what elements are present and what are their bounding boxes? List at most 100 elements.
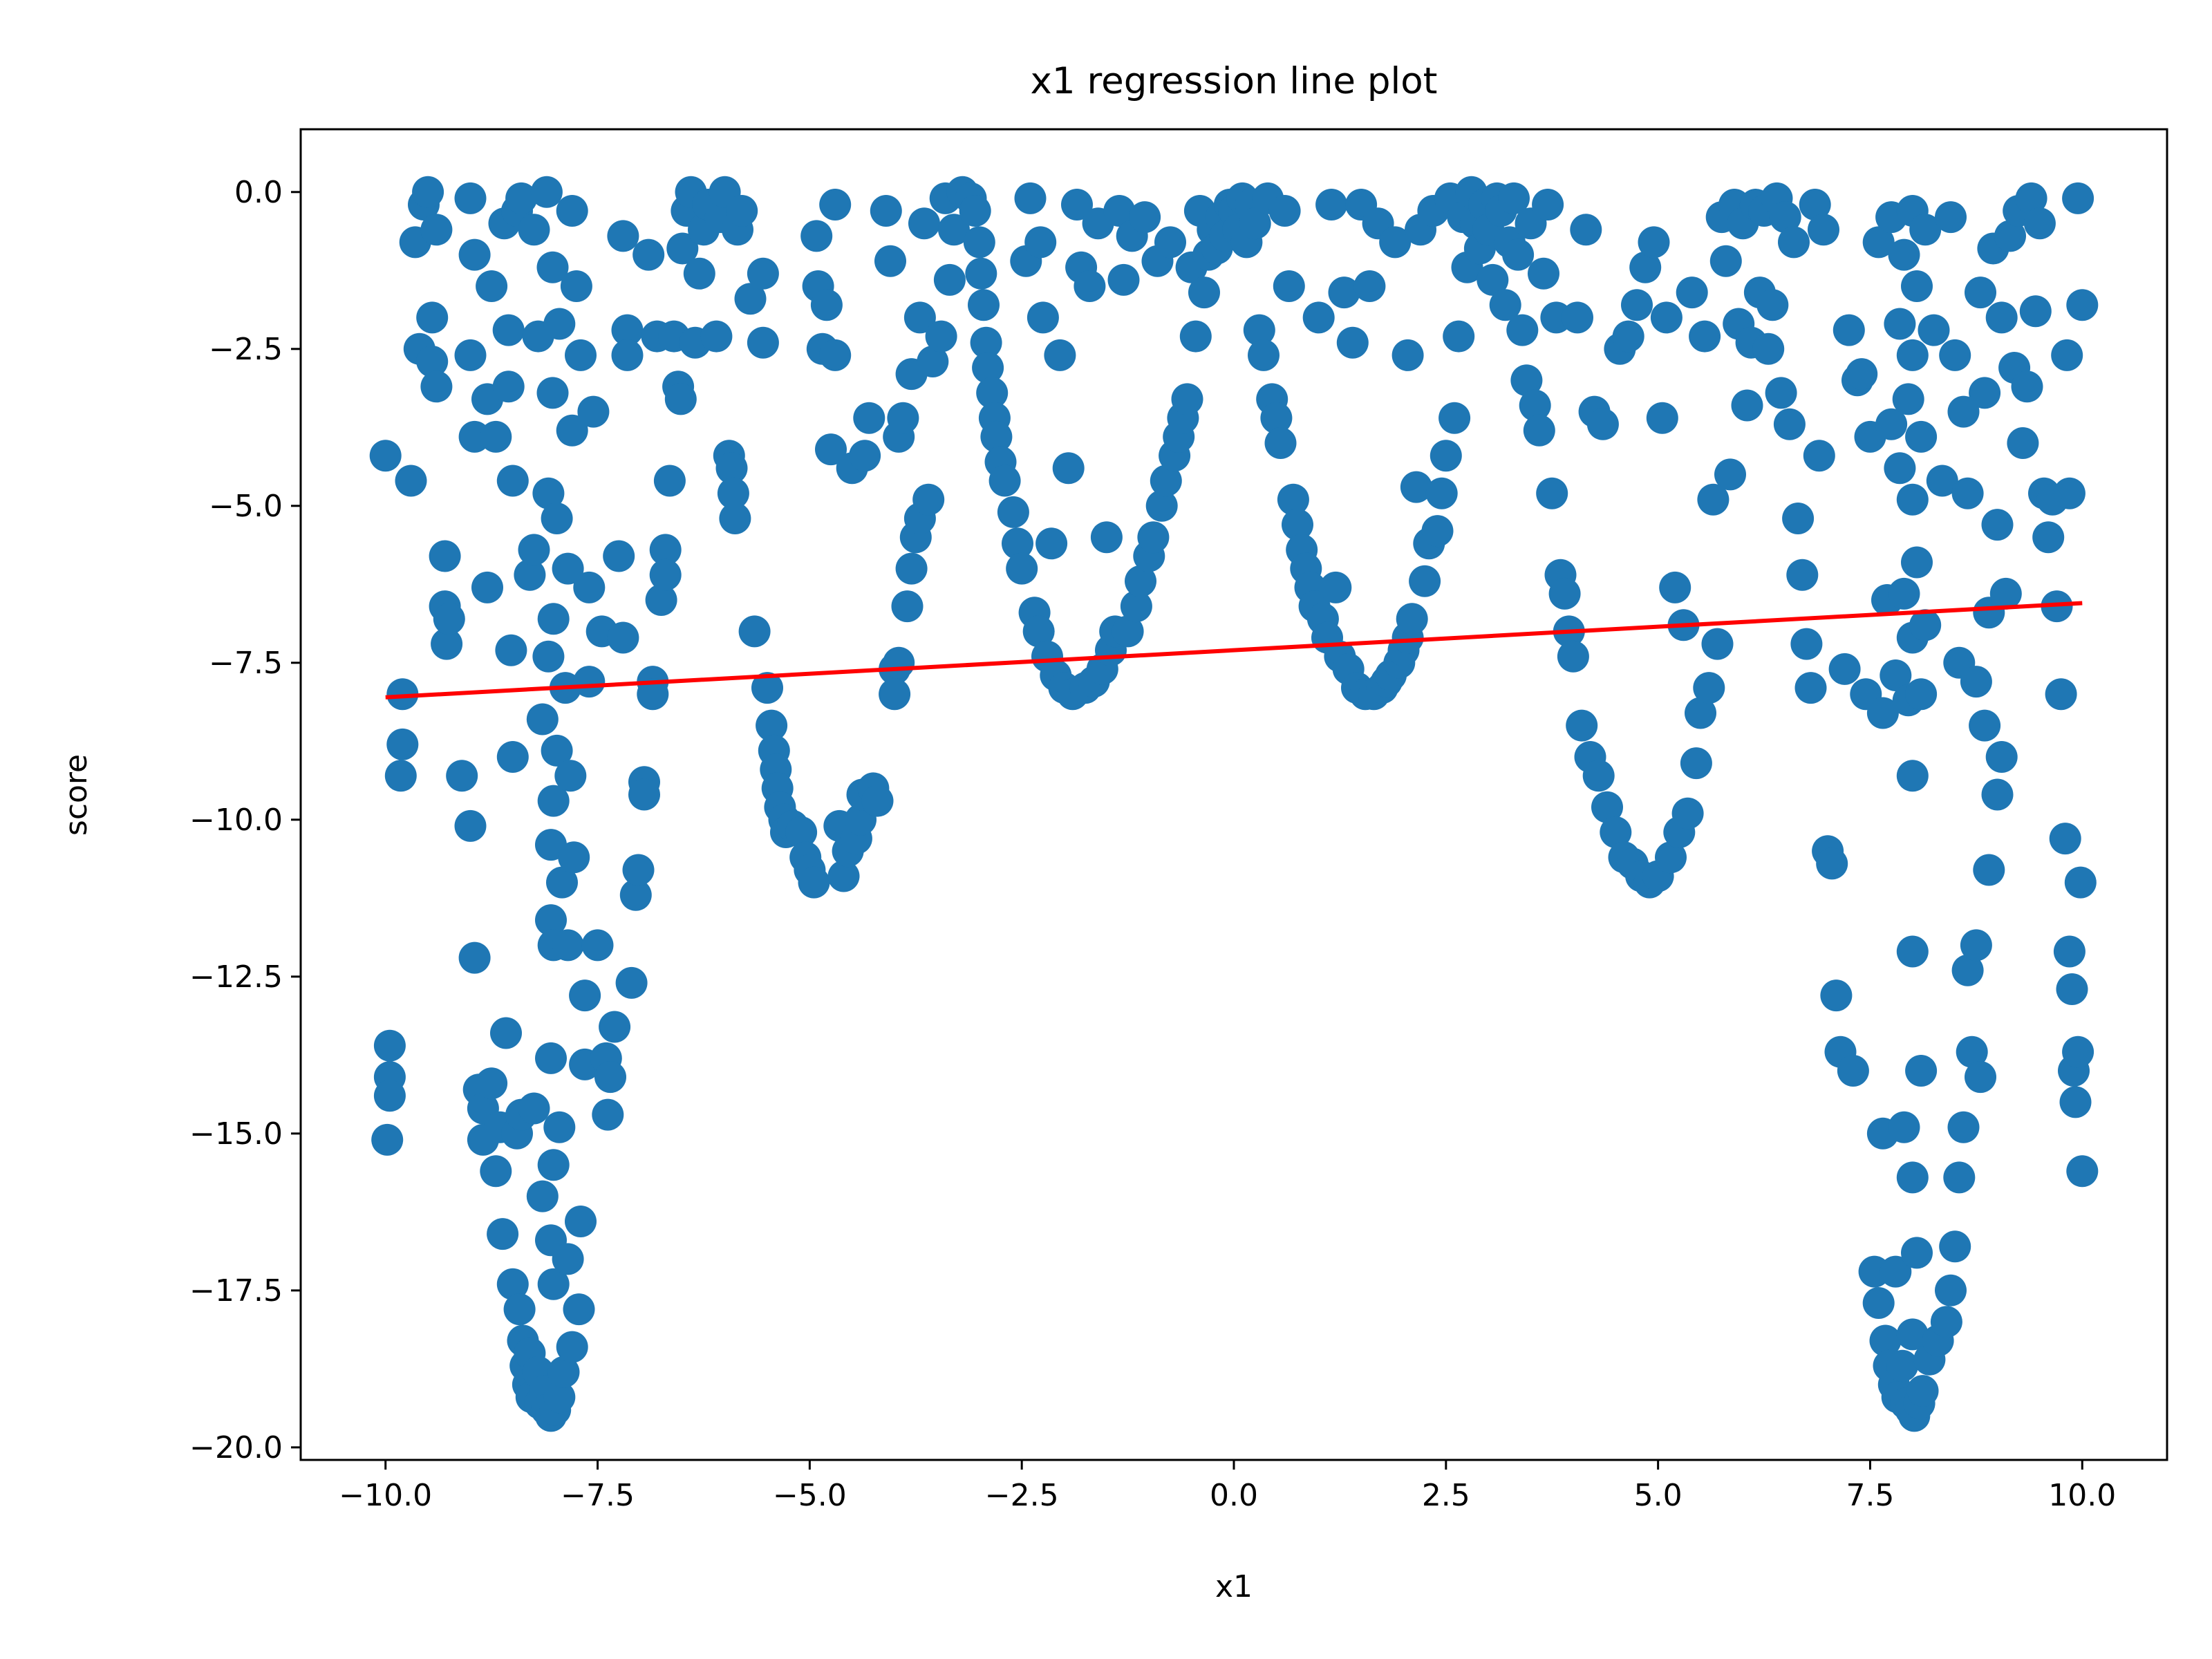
scatter-point [1248,339,1280,371]
scatter-point [577,395,610,428]
scatter-point [2051,339,2083,371]
scatter-point [558,841,590,874]
scatter-point [1557,640,1589,673]
scatter-point [1548,577,1581,610]
scatter-point [560,270,592,302]
scatter-point [565,1206,597,1237]
scatter-point [433,603,465,635]
scatter-point [1951,954,1984,986]
scatter-point [458,941,491,974]
scatter-point [719,503,751,534]
scatter-point [980,420,1013,453]
scatter-point [369,440,402,472]
scatter-point [632,238,665,271]
scatter-point [628,778,660,811]
scatter-point [1689,320,1721,353]
scatter-point [573,571,606,603]
scatter-point [1973,854,2005,886]
scatter-point [1778,226,1810,259]
scatter-point [1896,339,1929,371]
scatter-point [1035,527,1068,560]
x-tick-label: −2.5 [985,1478,1059,1513]
scatter-point [1939,1230,1971,1263]
scatter-point [1837,1055,1869,1087]
scatter-point [908,207,940,240]
scatter-point [599,1011,631,1043]
scatter-point [649,534,682,566]
scatter-point [1137,521,1170,554]
scatter-point [1400,471,1432,503]
scatter-point [1502,238,1535,271]
y-tick-label: −15.0 [189,1116,283,1152]
scatter-point [965,257,997,290]
scatter-point [1943,1161,1976,1194]
scatter-point [1866,697,1899,729]
x-tick-label: 7.5 [1846,1478,1894,1513]
scatter-point [1935,201,1967,234]
scatter-point [1646,402,1678,434]
scatter-point [384,760,417,792]
scatter-point [1188,276,1220,309]
scatter-point [1989,577,2022,610]
scatter-point [505,182,538,214]
scatter-point [1396,603,1428,635]
scatter-point [1409,565,1441,597]
scatter-point [552,1243,584,1275]
scatter-point [1880,659,1912,691]
scatter-point [1981,509,2014,541]
scatter-point [883,646,915,679]
scatter-point [1680,747,1712,780]
scatter-point [1803,440,1835,472]
scatter-point [1510,364,1543,397]
scatter-point [1477,263,1509,296]
scatter-point [412,176,444,208]
scatter-point [514,559,546,591]
scatter-point [1969,377,2001,409]
scatter-point [1591,791,1623,823]
scatter-point [1896,760,1929,792]
scatter-point [1638,226,1670,259]
scatter-point [1765,377,1797,409]
scatter-point [1328,276,1360,309]
scatter-point [569,980,601,1012]
scatter-point [535,1042,567,1074]
scatter-point [1828,653,1861,685]
scatter-point [645,584,677,616]
scatter-point [1896,1161,1929,1194]
scatter-point [874,245,906,277]
x-axis-label: x1 [1215,1569,1253,1604]
scatter-point [988,465,1021,497]
scatter-point [1981,778,2014,811]
scatter-point [603,540,635,572]
scatter-point [1869,1324,1902,1357]
scatter-point [1671,797,1704,830]
scatter-point [535,904,567,937]
y-tick-label: 0.0 [234,175,283,210]
regression-line-group [385,601,2083,700]
scatter-point [492,371,525,403]
scatter-point [556,195,588,227]
scatter-point [518,1092,550,1125]
scatter-point [1994,220,2026,252]
scatter-point [2007,427,2039,459]
scatter-point [933,263,966,296]
scatter-point [1090,521,1123,554]
scatter-point [480,420,512,453]
scatter-point [1697,483,1730,516]
scatter-point [1107,263,1140,296]
scatter-point [1731,389,1763,422]
scatter-point [373,1080,406,1112]
scatter-point [653,465,686,497]
scatter-point [532,477,565,509]
scatter-point [1880,1255,1912,1288]
scatter-point [785,816,818,848]
scatter-point [581,929,614,962]
scatter-point [480,1155,512,1188]
scatter-point [1438,402,1471,434]
scatter-point [2062,182,2094,214]
scatter-point [2053,935,2086,968]
scatter-point [747,257,779,290]
scatter-point [1896,935,1929,968]
x-tick-label: −7.5 [561,1478,635,1513]
